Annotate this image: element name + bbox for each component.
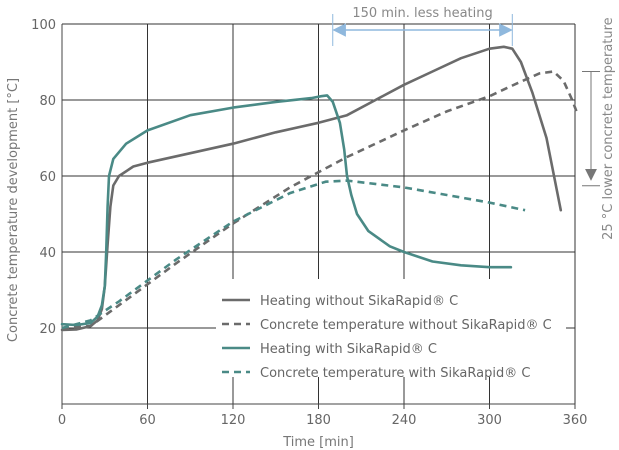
legend-label: Heating without SikaRapid® C [260,294,458,309]
annotation-label-lower-temperature: 25 °C lower concrete temperature [601,17,616,240]
annotation-label-less-heating: 150 min. less heating [352,6,492,21]
x-tick-label: 180 [306,413,331,428]
x-tick-label: 60 [139,413,156,428]
y-tick-label: 80 [39,94,56,109]
y-tick-label: 20 [39,322,56,337]
legend-label: Concrete temperature with SikaRapid® C [260,366,530,381]
y-tick-label: 100 [31,18,56,33]
y-axis-title: Concrete temperature development [°C] [6,78,21,342]
legend: Heating without SikaRapid® C Concrete tem… [216,279,566,381]
x-axis-title: Time [min] [282,435,354,450]
legend-background [216,279,566,377]
axes: 0 60 120 180 240 300 360 20 40 60 80 100 [31,18,587,428]
x-tick-label: 120 [221,413,246,428]
annotations: 150 min. less heating 25 °C lower concret… [332,4,616,240]
x-tick-label: 360 [563,413,588,428]
legend-label: Concrete temperature without SikaRapid® … [260,318,552,333]
annotation-label-bg [348,4,497,22]
series-line-3 [60,94,513,327]
x-tick-label: 300 [477,413,502,428]
y-tick-label: 60 [39,170,56,185]
y-tick-label: 40 [39,246,56,261]
series-group [60,45,580,332]
series-line-2 [61,70,580,330]
series-line-4 [61,179,526,330]
x-tick-label: 240 [392,413,417,428]
legend-label: Heating with SikaRapid® C [260,342,437,357]
x-tick-label: 0 [58,413,66,428]
